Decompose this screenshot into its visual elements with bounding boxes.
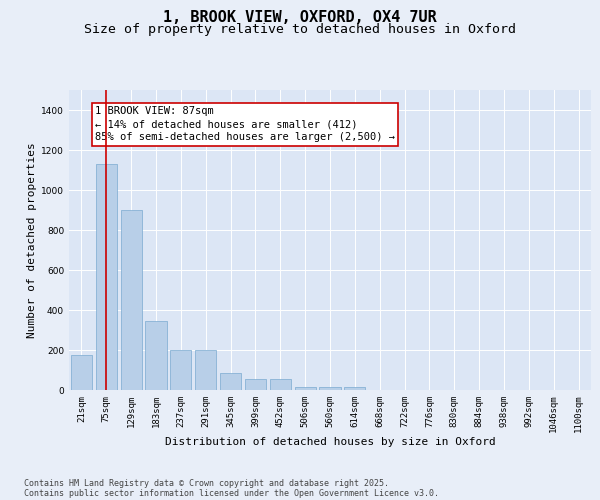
Bar bbox=[170, 350, 191, 390]
Text: 1, BROOK VIEW, OXFORD, OX4 7UR: 1, BROOK VIEW, OXFORD, OX4 7UR bbox=[163, 10, 437, 25]
Bar bbox=[145, 321, 167, 390]
Bar bbox=[71, 355, 92, 390]
Y-axis label: Number of detached properties: Number of detached properties bbox=[27, 142, 37, 338]
X-axis label: Distribution of detached houses by size in Oxford: Distribution of detached houses by size … bbox=[164, 436, 496, 446]
Bar bbox=[195, 350, 216, 390]
Bar bbox=[344, 387, 365, 390]
Text: Size of property relative to detached houses in Oxford: Size of property relative to detached ho… bbox=[84, 22, 516, 36]
Bar bbox=[245, 379, 266, 390]
Bar bbox=[220, 373, 241, 390]
Bar bbox=[295, 387, 316, 390]
Text: Contains public sector information licensed under the Open Government Licence v3: Contains public sector information licen… bbox=[24, 488, 439, 498]
Bar bbox=[319, 387, 341, 390]
Bar bbox=[270, 379, 291, 390]
Bar bbox=[96, 164, 117, 390]
Bar bbox=[121, 210, 142, 390]
Text: 1 BROOK VIEW: 87sqm
← 14% of detached houses are smaller (412)
85% of semi-detac: 1 BROOK VIEW: 87sqm ← 14% of detached ho… bbox=[95, 106, 395, 142]
Text: Contains HM Land Registry data © Crown copyright and database right 2025.: Contains HM Land Registry data © Crown c… bbox=[24, 478, 389, 488]
